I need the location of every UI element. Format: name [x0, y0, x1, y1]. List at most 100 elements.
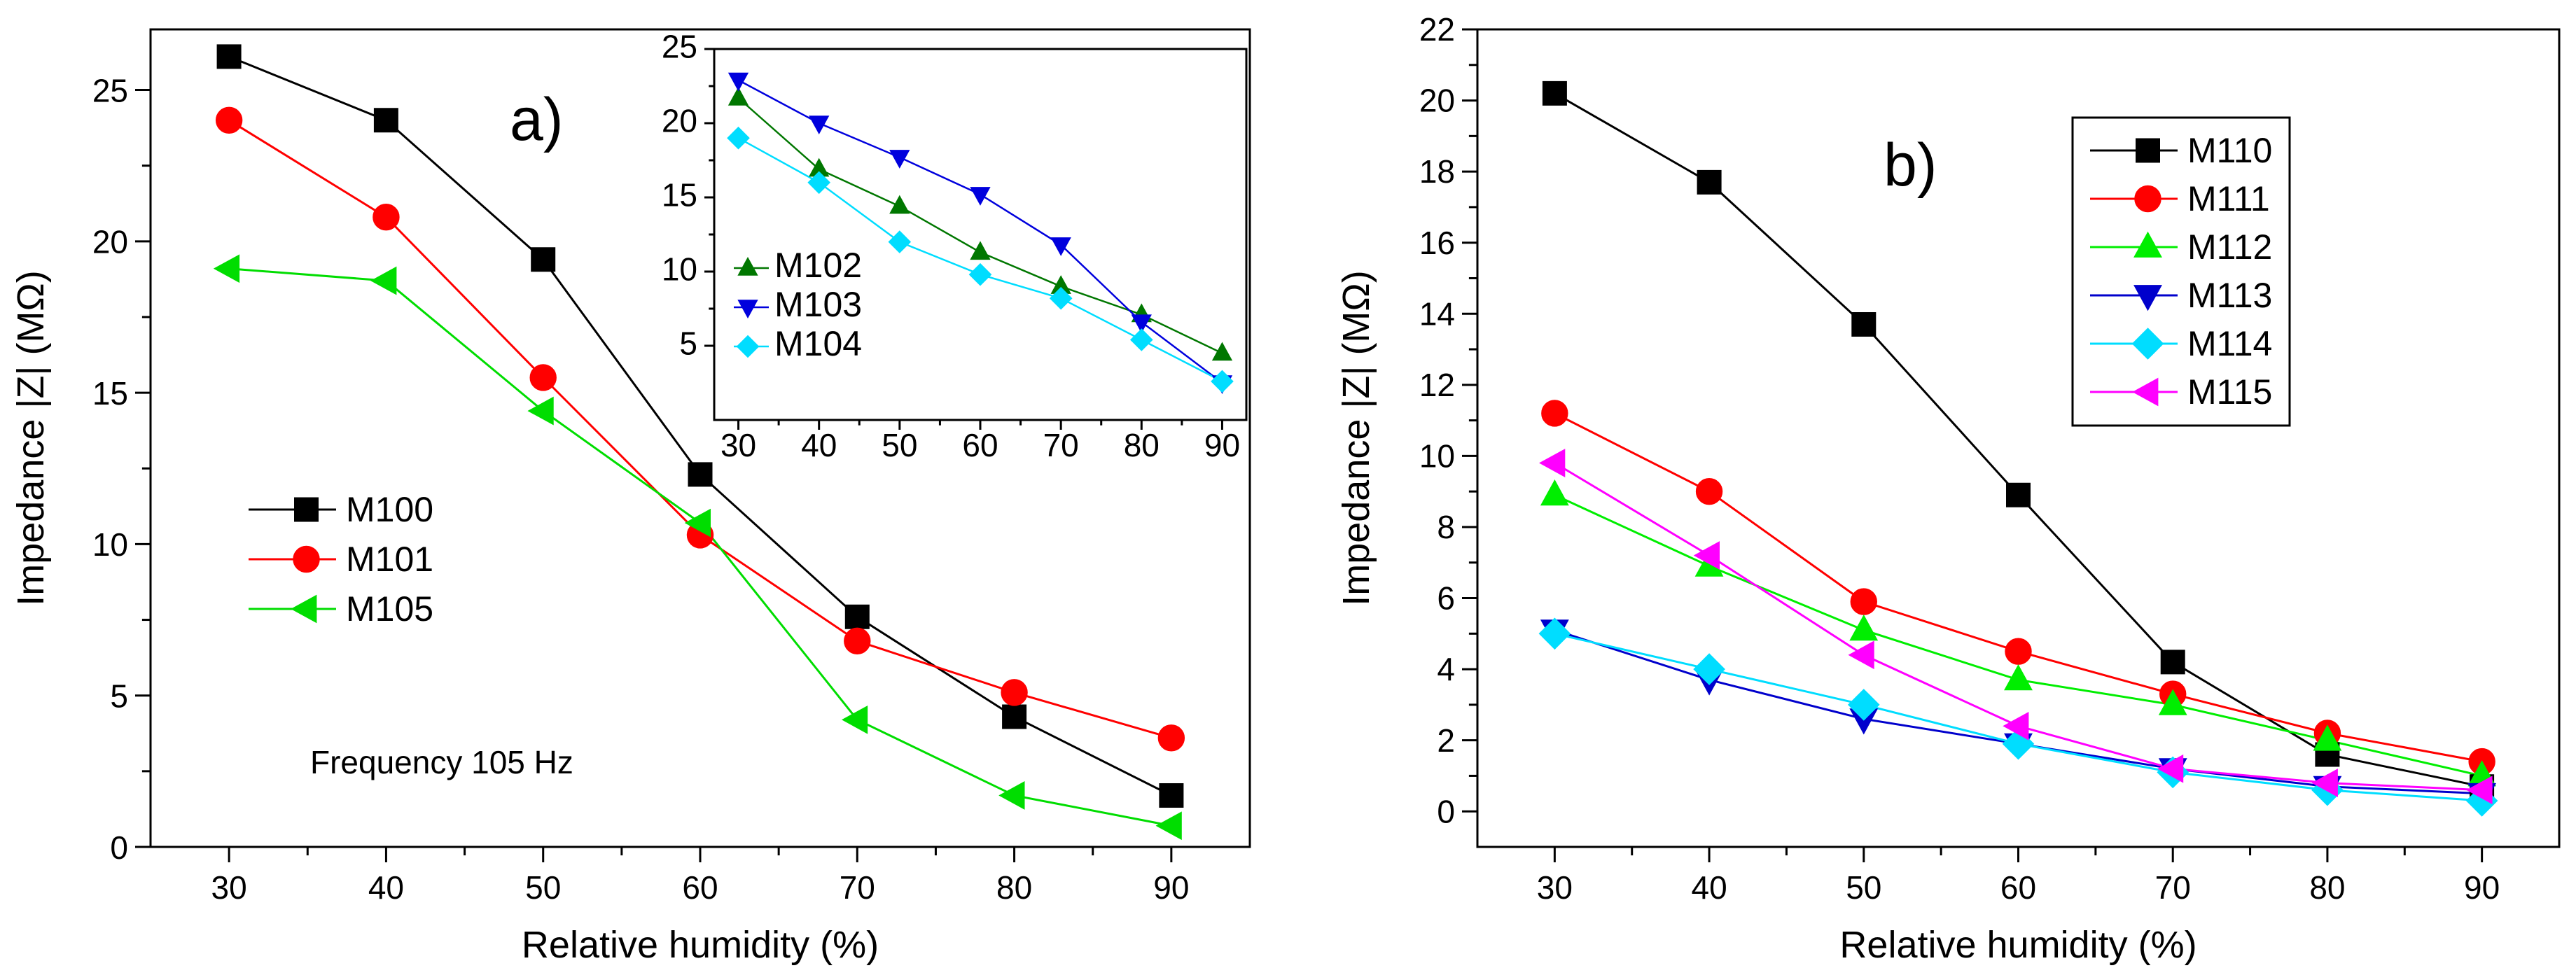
a-x-tick-label: 40	[368, 869, 404, 906]
b-data-point-M114	[1847, 689, 1880, 721]
b-data-point-M115	[1539, 449, 1566, 477]
b-y-tick-label: 10	[1419, 437, 1455, 474]
b-x-tick-label: 60	[2000, 869, 2036, 906]
a-y-axis-title: Impedance |Z| (MΩ)	[10, 270, 52, 606]
panel-a: 30 40 50 60 70 80 90 0 5 10 15 20 25 Relative humidit…	[10, 28, 1251, 966]
b-legend-marker-M110	[2136, 138, 2160, 163]
b-data-point-M115	[2311, 769, 2338, 797]
b-data-point-M112	[1540, 479, 1569, 506]
a-data-point-M105	[1155, 811, 1182, 841]
b-data-point-M114	[1538, 617, 1571, 650]
a-x-tick-label: 90	[1153, 869, 1189, 906]
b-data-point-M112	[2158, 689, 2187, 715]
b-legend-label-M113: M113	[2187, 276, 2272, 315]
a-legend-marker-M105	[291, 594, 317, 624]
b-panel-label: b)	[1884, 132, 1937, 199]
b-x-tick-label: 90	[2464, 869, 2500, 906]
inset-x-tick-label: 30	[720, 427, 756, 463]
a-plot-frame	[149, 28, 1251, 848]
b-y-tick-label: 4	[1437, 651, 1455, 687]
b-y-axis-title: Impedance |Z| (MΩ)	[1335, 270, 1377, 606]
a-y-tick-label: 20	[92, 224, 128, 260]
a-legend-marker-M101	[293, 545, 320, 573]
a-data-point-M100	[844, 604, 870, 629]
b-legend-marker-M115	[2132, 377, 2159, 407]
inset-y-tick-label: 10	[662, 251, 697, 288]
inset-data-point-M104	[727, 126, 750, 150]
inset-legend-marker-M102	[737, 256, 758, 276]
b-x-axis-title: Relative humidity (%)	[1839, 924, 2196, 966]
b-y-tick-label: 22	[1419, 11, 1455, 48]
a-frequency-annotation: Frequency 105 Hz	[310, 744, 573, 780]
a-data-point-M100	[216, 44, 242, 69]
a-data-point-M105	[213, 254, 240, 283]
inset-plot-frame	[713, 48, 1248, 421]
inset-data-point-M104	[1049, 286, 1073, 310]
b-data-point-M112	[1849, 614, 1879, 641]
b-y-tick-label: 0	[1437, 793, 1455, 829]
a-y-tick-label: 10	[92, 526, 128, 563]
a-data-point-M100	[531, 247, 556, 272]
b-data-point-M115	[1693, 541, 1720, 570]
b-y-tick-label: 18	[1419, 153, 1455, 190]
inset-x-tick-label: 80	[1124, 427, 1160, 463]
inset-data-point-M102	[727, 86, 749, 106]
b-data-point-M115	[2466, 776, 2493, 805]
a-series-line-M101	[228, 119, 1172, 739]
b-legend-marker-M111	[2134, 185, 2161, 213]
b-legend-label-M111: M111	[2187, 179, 2270, 218]
b-y-tick-label: 14	[1419, 295, 1455, 332]
inset-y-tick-label: 5	[679, 325, 697, 362]
b-y-tick-label: 6	[1437, 580, 1455, 617]
a-data-point-M101	[529, 364, 557, 391]
a-data-point-M100	[373, 108, 398, 133]
b-legend-label-M115: M115	[2187, 372, 2272, 412]
a-data-point-M100	[688, 462, 713, 487]
b-legend-marker-M114	[2131, 328, 2164, 360]
inset-legend-label-M104: M104	[774, 324, 862, 363]
inset-x-tick-label: 50	[882, 427, 917, 463]
b-legend-label-M114: M114	[2187, 324, 2272, 363]
b-x-tick-label: 80	[2309, 869, 2345, 906]
inset-data-point-M103	[889, 150, 910, 169]
inset-legend-label-M103: M103	[774, 285, 862, 324]
a-data-point-M105	[684, 508, 711, 538]
inset-data-point-M102	[1211, 342, 1233, 361]
a-data-point-M105	[841, 705, 868, 734]
a-y-tick-label: 25	[92, 72, 128, 108]
b-legend-marker-M112	[2133, 231, 2162, 258]
inset-x-tick-label: 40	[801, 427, 837, 463]
a-data-point-M101	[373, 204, 400, 231]
b-legend-marker-M113	[2133, 285, 2162, 311]
b-data-point-M110	[2006, 482, 2031, 507]
b-data-point-M112	[2004, 664, 2033, 691]
b-data-point-M110	[2160, 650, 2185, 675]
b-y-tick-label: 16	[1419, 225, 1455, 261]
a-x-tick-label: 70	[840, 869, 875, 906]
inset-data-point-M104	[1211, 370, 1234, 393]
a-panel-label: a)	[510, 86, 563, 153]
inset-data-point-M103	[970, 187, 991, 206]
inset-y-tick-label: 25	[662, 29, 697, 65]
a-y-tick-label: 0	[110, 829, 128, 866]
b-data-point-M110	[1697, 169, 1722, 195]
inset-x-tick-label: 90	[1204, 427, 1240, 463]
b-x-tick-label: 70	[2155, 869, 2191, 906]
b-data-point-M110	[1851, 312, 1877, 337]
b-y-tick-label: 20	[1419, 83, 1455, 119]
b-data-point-M112	[2313, 724, 2342, 751]
b-data-point-M115	[2003, 711, 2029, 741]
inset-data-point-M102	[970, 241, 991, 260]
b-x-tick-label: 40	[1691, 869, 1727, 906]
b-legend-box	[2071, 116, 2291, 427]
inset-y-tick-label: 20	[662, 103, 697, 139]
panel-b: 30 40 50 60 70 80 90 0 2 4 6 8 10 12 14 16 18 20 22 Relativ…	[1335, 11, 2561, 966]
a-x-tick-label: 50	[525, 869, 561, 906]
b-data-point-M111	[1695, 477, 1723, 505]
b-data-point-M110	[1542, 80, 1567, 106]
inset-data-point-M103	[1050, 237, 1071, 256]
inset-data-point-M104	[807, 171, 831, 195]
b-legend-label-M112: M112	[2187, 227, 2272, 267]
b-y-tick-label: 12	[1419, 367, 1455, 403]
inset-data-point-M103	[809, 115, 830, 135]
